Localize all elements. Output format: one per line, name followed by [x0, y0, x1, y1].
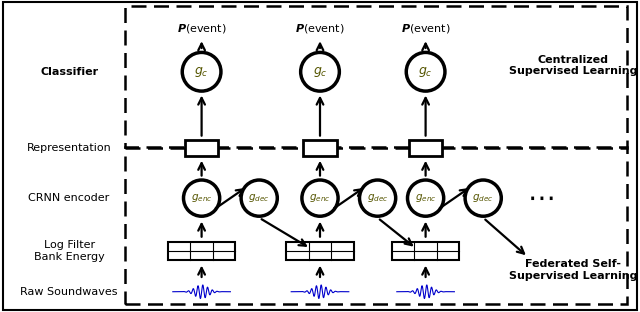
Text: $g_{dec}$: $g_{dec}$: [472, 192, 494, 204]
Text: CRNN encoder: CRNN encoder: [29, 193, 109, 203]
Ellipse shape: [301, 52, 339, 91]
Ellipse shape: [302, 180, 338, 216]
Text: $\cdots$: $\cdots$: [527, 184, 554, 212]
Ellipse shape: [465, 180, 501, 216]
Text: $g_{enc}$: $g_{enc}$: [309, 192, 331, 204]
Bar: [185, 140, 218, 156]
Text: $g_{enc}$: $g_{enc}$: [191, 192, 212, 204]
Text: $g_c$: $g_c$: [313, 65, 327, 79]
Ellipse shape: [184, 180, 220, 216]
Bar: [303, 140, 337, 156]
Text: $\boldsymbol{P}$(event): $\boldsymbol{P}$(event): [295, 22, 345, 35]
Text: Federated Self-
Supervised Learning: Federated Self- Supervised Learning: [509, 259, 637, 281]
Text: $g_{dec}$: $g_{dec}$: [367, 192, 388, 204]
Bar: [287, 242, 353, 260]
Ellipse shape: [360, 180, 396, 216]
Text: Raw Soundwaves: Raw Soundwaves: [20, 287, 118, 297]
Text: Representation: Representation: [27, 143, 111, 153]
Ellipse shape: [406, 52, 445, 91]
Ellipse shape: [408, 180, 444, 216]
Text: $\boldsymbol{P}$(event): $\boldsymbol{P}$(event): [401, 22, 451, 35]
Bar: [392, 242, 460, 260]
Bar: [168, 242, 236, 260]
Bar: [409, 140, 442, 156]
Text: Log Filter
Bank Energy: Log Filter Bank Energy: [34, 240, 104, 262]
Text: Classifier: Classifier: [40, 67, 98, 77]
Text: $g_c$: $g_c$: [419, 65, 433, 79]
Ellipse shape: [182, 52, 221, 91]
Ellipse shape: [241, 180, 277, 216]
Text: $\boldsymbol{P}$(event): $\boldsymbol{P}$(event): [177, 22, 227, 35]
Text: Centralized
Supervised Learning: Centralized Supervised Learning: [509, 55, 637, 76]
Text: $g_{enc}$: $g_{enc}$: [415, 192, 436, 204]
Text: $g_c$: $g_c$: [195, 65, 209, 79]
Text: $g_{dec}$: $g_{dec}$: [248, 192, 270, 204]
